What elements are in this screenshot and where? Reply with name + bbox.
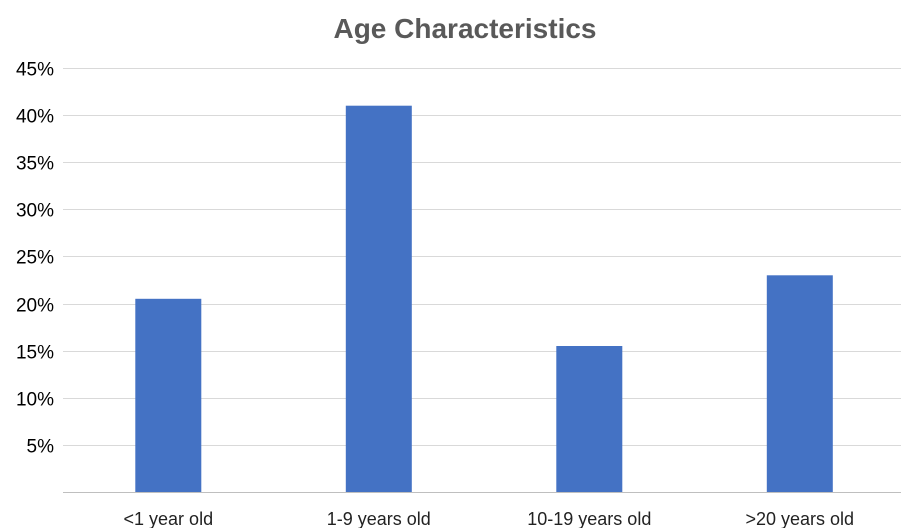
y-axis-tick-labels: 5% 10% 15% 20% 25% 30% 35% 40% 45% bbox=[16, 60, 54, 458]
bar bbox=[345, 105, 412, 492]
y-tick-label: 20% bbox=[16, 296, 54, 317]
y-tick-label: 45% bbox=[16, 60, 54, 81]
y-tick-label: 10% bbox=[16, 390, 54, 411]
y-tick-label: 15% bbox=[16, 343, 54, 364]
y-tick-label: 30% bbox=[16, 201, 54, 222]
bar-series bbox=[135, 105, 833, 492]
y-tick-label: 5% bbox=[27, 437, 55, 458]
x-category-label: <1 year old bbox=[124, 509, 214, 528]
bar bbox=[556, 346, 623, 492]
gridlines bbox=[63, 68, 901, 446]
x-category-label: >20 years old bbox=[746, 509, 855, 528]
x-category-label: 10-19 years old bbox=[527, 509, 651, 528]
y-tick-label: 35% bbox=[16, 154, 54, 175]
bar bbox=[766, 275, 833, 492]
chart-title: Age Characteristics bbox=[333, 13, 596, 44]
x-axis-category-labels: <1 year old 1-9 years old 10-19 years old >… bbox=[124, 509, 855, 528]
x-category-label: 1-9 years old bbox=[327, 509, 431, 528]
bar bbox=[135, 298, 202, 492]
y-tick-label: 25% bbox=[16, 248, 54, 269]
y-tick-label: 40% bbox=[16, 107, 54, 128]
